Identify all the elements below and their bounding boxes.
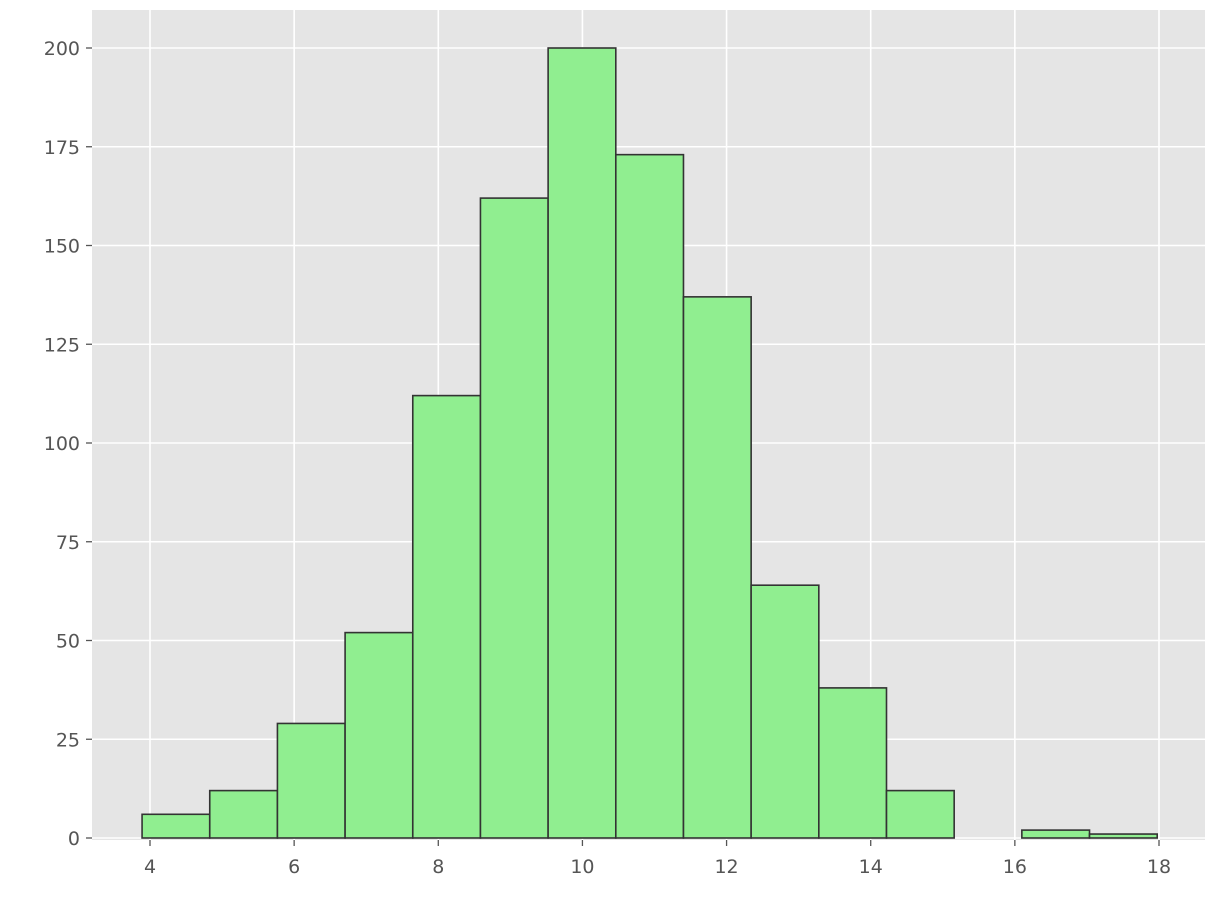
histogram-bar: [547, 47, 617, 839]
y-tick-label: 75: [56, 532, 80, 554]
y-tick-label: 175: [44, 137, 80, 159]
histogram-bar: [1021, 829, 1091, 839]
x-tick-label: 8: [432, 856, 444, 878]
x-axis-ticks: 4 6 8 10 12 14 16 18: [144, 840, 1171, 878]
histogram-bar: [885, 789, 955, 839]
y-tick-label: 25: [56, 729, 80, 751]
x-tick-label: 6: [288, 856, 300, 878]
y-tick-label: 0: [68, 828, 80, 850]
x-tick-label: 10: [570, 856, 594, 878]
histogram-bar: [614, 153, 685, 839]
histogram-bar: [750, 584, 820, 839]
histogram-bar: [479, 197, 549, 839]
y-tick-label: 50: [56, 631, 80, 653]
bars: [141, 47, 1158, 839]
histogram-bar: [208, 789, 279, 839]
x-tick-label: 14: [859, 856, 883, 878]
x-tick-label: 4: [144, 856, 156, 878]
histogram-bar: [276, 722, 346, 839]
x-tick-label: 18: [1147, 856, 1171, 878]
y-axis-ticks: 0 25 50 75 100 125 150 175 200: [44, 38, 92, 850]
x-tick-label: 12: [714, 856, 738, 878]
histogram-bar: [682, 296, 752, 839]
histogram-bar: [818, 687, 888, 839]
y-tick-label: 150: [44, 236, 80, 258]
histogram-bar: [411, 394, 482, 839]
x-tick-label: 16: [1003, 856, 1027, 878]
histogram-bar: [1088, 833, 1158, 839]
y-tick-label: 200: [44, 38, 80, 60]
histogram-bar: [141, 813, 211, 839]
y-tick-label: 100: [44, 433, 80, 455]
y-tick-label: 125: [44, 334, 80, 356]
histogram-bar: [344, 631, 414, 839]
